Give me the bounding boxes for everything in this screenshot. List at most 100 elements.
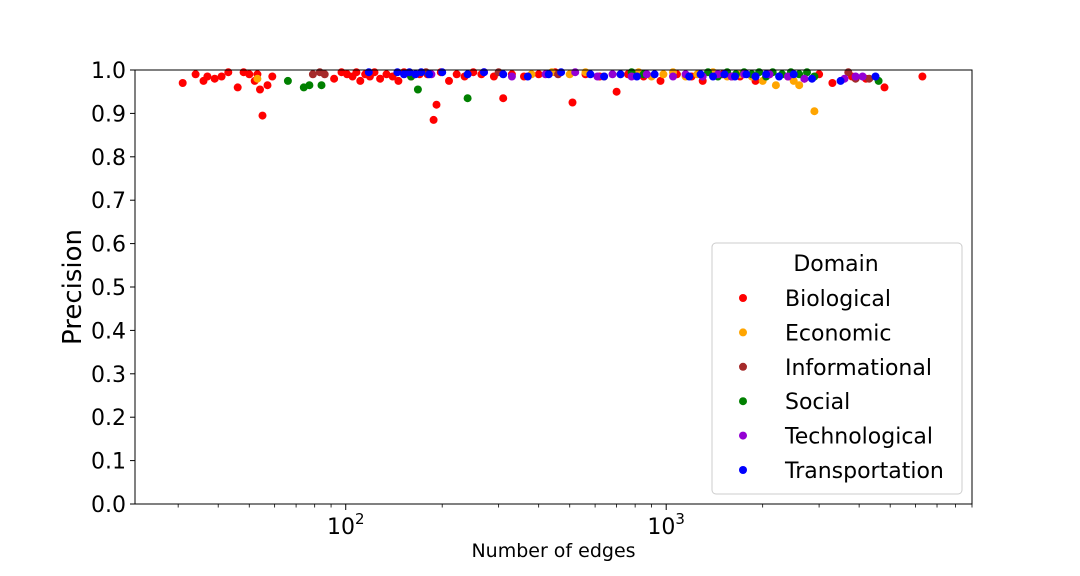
data-point bbox=[851, 72, 860, 81]
y-tick-label: 0.5 bbox=[91, 276, 126, 301]
legend-label: Biological bbox=[785, 287, 891, 312]
data-point bbox=[463, 94, 472, 103]
data-point bbox=[659, 70, 668, 79]
data-points-layer bbox=[178, 68, 927, 124]
data-point bbox=[858, 72, 867, 81]
y-tick-label: 0.2 bbox=[91, 406, 126, 431]
data-point bbox=[317, 81, 326, 90]
data-point bbox=[742, 70, 751, 79]
data-point bbox=[593, 72, 602, 81]
data-point bbox=[608, 70, 617, 79]
data-point bbox=[438, 68, 447, 77]
data-point bbox=[795, 70, 804, 79]
legend-marker bbox=[739, 362, 747, 371]
data-point bbox=[762, 70, 771, 79]
data-point bbox=[224, 68, 233, 77]
y-tick-label: 0.7 bbox=[91, 189, 126, 214]
legend-label: Transportation bbox=[784, 459, 944, 484]
data-point bbox=[789, 70, 798, 79]
y-tick-label: 1.0 bbox=[91, 59, 126, 84]
legend-label: Social bbox=[785, 390, 850, 415]
data-point bbox=[720, 70, 729, 79]
data-point bbox=[534, 70, 543, 79]
data-point bbox=[210, 74, 219, 83]
data-point bbox=[616, 70, 625, 79]
legend-marker bbox=[739, 466, 747, 474]
legend-marker bbox=[739, 328, 747, 337]
legend-item-transportation: Transportation bbox=[739, 459, 944, 484]
data-point bbox=[305, 81, 314, 90]
x-axis-label: Number of edges bbox=[471, 540, 635, 562]
y-tick-label: 0.3 bbox=[91, 363, 126, 388]
legend-item-informational: Informational bbox=[739, 356, 932, 381]
data-point bbox=[480, 68, 488, 77]
y-tick-label: 0.4 bbox=[91, 319, 126, 344]
data-point bbox=[417, 68, 426, 77]
data-point bbox=[544, 70, 553, 79]
data-point bbox=[499, 94, 508, 103]
data-point bbox=[775, 72, 784, 81]
data-point bbox=[308, 70, 317, 79]
data-point bbox=[425, 70, 434, 79]
data-point bbox=[283, 76, 292, 85]
data-point bbox=[880, 83, 889, 92]
data-point bbox=[352, 68, 361, 77]
data-point bbox=[330, 74, 339, 83]
data-point bbox=[918, 72, 927, 81]
data-point bbox=[685, 72, 694, 81]
data-point bbox=[771, 81, 780, 90]
data-point bbox=[789, 76, 798, 85]
data-point bbox=[432, 100, 441, 109]
data-point bbox=[376, 74, 385, 83]
data-point bbox=[650, 70, 659, 79]
legend-label: Technological bbox=[784, 425, 933, 450]
data-point bbox=[731, 72, 739, 81]
legend-item-social: Social bbox=[739, 390, 850, 415]
y-tick-label: 0.1 bbox=[91, 450, 126, 475]
data-point bbox=[394, 76, 403, 85]
data-point bbox=[413, 85, 422, 94]
data-point bbox=[382, 70, 391, 79]
data-point bbox=[557, 68, 566, 77]
data-point bbox=[356, 76, 365, 85]
data-point bbox=[203, 72, 212, 81]
data-point bbox=[233, 83, 242, 92]
data-point bbox=[656, 76, 665, 85]
data-point bbox=[256, 85, 264, 94]
data-point bbox=[253, 74, 262, 83]
legend-box bbox=[711, 242, 963, 495]
data-point bbox=[800, 74, 809, 83]
data-point bbox=[795, 81, 804, 90]
legend-title: Domain bbox=[793, 252, 878, 277]
data-point bbox=[320, 70, 329, 79]
data-point bbox=[452, 70, 461, 79]
data-point bbox=[445, 76, 453, 85]
data-point bbox=[463, 70, 472, 79]
data-point bbox=[429, 115, 438, 124]
data-point bbox=[709, 72, 717, 81]
y-tick-label: 0.8 bbox=[91, 146, 126, 171]
legend: Domain Biological Economic Informational So… bbox=[711, 242, 963, 495]
data-point bbox=[810, 107, 819, 116]
data-point bbox=[865, 74, 874, 83]
data-point bbox=[600, 72, 609, 81]
data-point bbox=[571, 68, 580, 77]
legend-marker bbox=[739, 431, 747, 440]
data-point bbox=[217, 72, 226, 81]
data-point bbox=[568, 98, 577, 107]
legend-item-economic: Economic bbox=[739, 321, 892, 346]
data-point bbox=[751, 72, 760, 81]
data-point bbox=[178, 79, 187, 87]
y-tick-label: 0.6 bbox=[91, 233, 126, 258]
data-point bbox=[586, 70, 595, 79]
legend-item-biological: Biological bbox=[739, 287, 891, 312]
data-point bbox=[364, 68, 373, 77]
data-point bbox=[871, 72, 880, 81]
legend-item-technological: Technological bbox=[739, 425, 933, 450]
data-point bbox=[642, 70, 651, 79]
data-point bbox=[499, 70, 508, 79]
data-point bbox=[258, 111, 267, 120]
data-point bbox=[191, 70, 200, 79]
data-point bbox=[612, 87, 621, 96]
